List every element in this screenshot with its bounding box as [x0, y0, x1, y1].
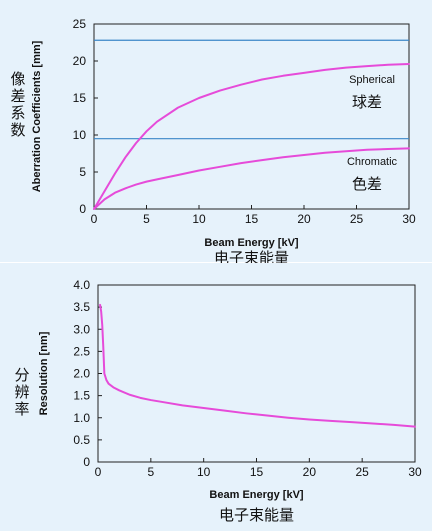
series-label-chromatic: Chromatic: [347, 156, 398, 168]
series-label-cn-spherical: 球差: [352, 94, 382, 111]
x-axis-label: Beam Energy [kV]: [204, 237, 298, 249]
y-axis-label-cn-char: 像: [10, 71, 25, 88]
y-tick-label: 0.5: [73, 433, 90, 447]
y-tick-label: 25: [73, 17, 87, 31]
series-line-spherical: [93, 62, 410, 210]
y-tick-label: 2.0: [73, 367, 90, 381]
series-line-resolution: [99, 303, 416, 428]
x-tick-label: 0: [95, 465, 102, 479]
series-label-spherical: Spherical: [349, 74, 395, 86]
x-tick-label: 25: [350, 212, 364, 226]
x-tick-label: 10: [192, 212, 206, 226]
y-tick-label: 20: [73, 54, 87, 68]
x-tick-label: 5: [147, 465, 154, 479]
y-tick-label: 15: [73, 91, 87, 105]
y-tick-label: 3.0: [73, 322, 90, 336]
x-tick-label: 15: [245, 212, 259, 226]
panel-background-1: [0, 0, 432, 262]
panel-background-2: [0, 263, 432, 531]
y-tick-label: 4.0: [73, 278, 90, 292]
y-tick-label: 2.5: [73, 344, 90, 358]
y-axis-label-cn-char: 差: [10, 88, 25, 105]
x-tick-label: 15: [250, 465, 264, 479]
y-axis-label: Aberration Coefficients [mm]: [31, 40, 43, 192]
x-tick-label: 0: [91, 212, 98, 226]
series-line-chromatic: [93, 147, 410, 210]
y-axis-label-cn-char: 率: [14, 401, 29, 418]
x-axis-label: Beam Energy [kV]: [209, 489, 303, 501]
x-tick-label: 25: [355, 465, 369, 479]
y-tick-label: 0: [83, 455, 90, 469]
x-tick-label: 10: [197, 465, 211, 479]
x-axis-label-cn: 电子束能量: [214, 250, 289, 267]
y-axis-label-cn-char: 系: [10, 105, 25, 122]
y-tick-label: 10: [73, 128, 87, 142]
x-tick-label: 5: [143, 212, 150, 226]
x-tick-label: 20: [303, 465, 317, 479]
x-tick-label: 30: [408, 465, 422, 479]
x-tick-label: 30: [402, 212, 416, 226]
y-axis-label-cn-char: 辨: [14, 384, 29, 401]
y-tick-label: 3.5: [73, 300, 90, 314]
series-label-cn-chromatic: 色差: [352, 176, 382, 193]
x-axis-label-cn: 电子束能量: [219, 507, 294, 524]
y-axis-label-cn-char: 分: [14, 367, 29, 384]
y-tick-label: 1.0: [73, 411, 90, 425]
x-tick-label: 20: [297, 212, 311, 226]
y-tick-label: 0: [79, 202, 86, 216]
y-tick-label: 5: [79, 165, 86, 179]
y-axis-label: Resolution [nm]: [38, 331, 50, 415]
y-tick-label: 1.5: [73, 389, 90, 403]
y-axis-label-cn-char: 数: [10, 122, 25, 139]
